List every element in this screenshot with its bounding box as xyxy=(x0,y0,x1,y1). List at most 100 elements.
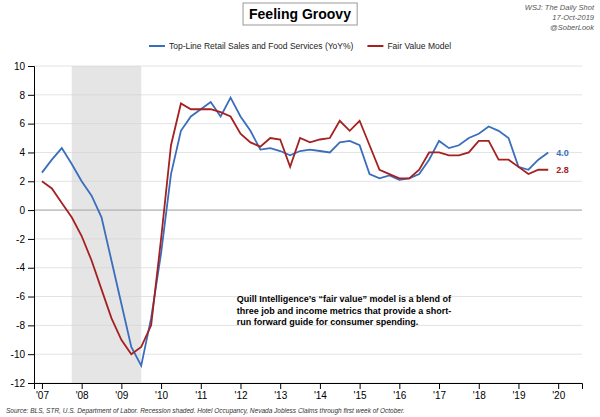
tick-label: 6 xyxy=(19,118,25,129)
tick-label: '19 xyxy=(512,390,525,401)
tick-label: -6 xyxy=(16,291,25,302)
grid xyxy=(34,66,582,383)
y-tick: -10 xyxy=(11,349,34,360)
y-tick: 4 xyxy=(19,147,34,158)
tick-label: 2 xyxy=(19,176,25,187)
x-tick: '08 xyxy=(76,383,89,401)
attribution: WSJ: The Daily Shot xyxy=(525,3,595,12)
y-tick: -12 xyxy=(11,378,34,389)
line-series xyxy=(42,98,548,366)
line-series xyxy=(42,103,548,354)
legend-swatch xyxy=(367,45,383,47)
x-tick: '19 xyxy=(512,383,525,401)
source: Source: BLS, STR, U.S. Department of Lab… xyxy=(6,407,405,415)
x-tick: '15 xyxy=(354,383,367,401)
x-tick: '20 xyxy=(552,383,565,401)
x-tick: '18 xyxy=(473,383,486,401)
zero-line xyxy=(34,210,582,211)
tick-label: '18 xyxy=(473,390,486,401)
tick-label: 8 xyxy=(19,90,25,101)
tick-label: 10 xyxy=(14,61,26,72)
tick-mark xyxy=(240,383,241,389)
tick-mark xyxy=(82,383,83,389)
tick-mark xyxy=(518,383,519,389)
legend-label: Fair Value Model xyxy=(387,41,451,51)
tick-label: '20 xyxy=(552,390,565,401)
tick-label: '15 xyxy=(354,390,367,401)
x-tick: '13 xyxy=(274,383,287,401)
title: Feeling Groovy xyxy=(249,6,351,22)
tick-label: '12 xyxy=(234,390,247,401)
tick-mark xyxy=(280,383,281,389)
tick-label: '14 xyxy=(314,390,327,401)
legend-item: Top-Line Retail Sales and Food Services … xyxy=(149,41,354,51)
plot-area xyxy=(34,66,582,383)
tick-mark xyxy=(42,383,43,389)
tick-mark xyxy=(28,383,34,384)
tick-mark xyxy=(28,325,34,326)
axis-line xyxy=(28,67,35,384)
x-tick: '11 xyxy=(195,383,208,401)
y-tick: 10 xyxy=(14,61,34,72)
grid-line xyxy=(34,210,582,211)
x-axis: '07 '08 '09 '10 '11 '12 '13 '14 '15 '16 '17 '18 '19 '… xyxy=(35,383,583,401)
tick-mark xyxy=(28,239,34,240)
tick-mark xyxy=(28,210,34,211)
legend: Top-Line Retail Sales and Food Services … xyxy=(149,41,451,51)
tick-mark xyxy=(28,152,34,153)
tick-mark xyxy=(28,354,34,355)
tick-label: 4 xyxy=(19,147,25,158)
tick-label: '10 xyxy=(155,390,168,401)
tick-mark xyxy=(121,383,122,389)
tick-label: '16 xyxy=(393,390,406,401)
tick-mark xyxy=(161,383,162,389)
tick-label: '17 xyxy=(433,390,446,401)
x-tick: '07 xyxy=(36,383,49,401)
axis-line xyxy=(35,384,583,390)
y-tick: -6 xyxy=(16,291,34,302)
tick-label: '08 xyxy=(76,390,89,401)
tick-mark xyxy=(558,383,559,389)
y-tick: -8 xyxy=(16,320,34,331)
tick-mark xyxy=(28,297,34,298)
tick-label: -8 xyxy=(16,320,25,331)
recession-band xyxy=(72,66,141,383)
tick-label: -12 xyxy=(11,378,26,389)
legend-item: Fair Value Model xyxy=(367,41,451,51)
attribution: 17-Oct-2019 xyxy=(552,13,595,22)
tick-mark xyxy=(439,383,440,389)
y-tick: -4 xyxy=(16,262,34,273)
tick-label: -2 xyxy=(16,234,25,245)
tick-label: '07 xyxy=(36,390,49,401)
annotation: Quill Intelligence’s “fair value” model … xyxy=(237,294,452,327)
x-tick: '14 xyxy=(314,383,327,401)
tick-mark xyxy=(28,66,34,67)
tick-mark xyxy=(28,124,34,125)
tick-label: -10 xyxy=(11,349,26,360)
y-tick: 8 xyxy=(19,90,34,101)
x-tick: '16 xyxy=(393,383,406,401)
y-axis: -12 -10 -8 -6 -4 -2 0 2 4 6 8 10 xyxy=(11,61,35,389)
x-tick: '12 xyxy=(234,383,247,401)
y-tick: 6 xyxy=(19,118,34,129)
tick-label: 0 xyxy=(19,205,25,216)
title-box xyxy=(243,3,357,25)
tick-mark xyxy=(360,383,361,389)
tick-mark xyxy=(28,181,34,182)
x-tick: '09 xyxy=(115,383,128,401)
tick-mark xyxy=(28,95,34,96)
tick-mark xyxy=(201,383,202,389)
tick-mark xyxy=(399,383,400,389)
attribution: @SoberLook xyxy=(550,23,595,32)
y-tick: -2 xyxy=(16,234,34,245)
chart: '07 '08 '09 '10 '11 '12 '13 '14 '15 '16 '17 '18 '19 '… xyxy=(0,0,600,417)
tick-label: '11 xyxy=(195,390,208,401)
x-tick: '10 xyxy=(155,383,168,401)
x-tick: '17 xyxy=(433,383,446,401)
tick-mark xyxy=(28,268,34,269)
y-tick: 2 xyxy=(19,176,34,187)
tick-label: '13 xyxy=(274,390,287,401)
end-label: 4.0 xyxy=(556,148,569,158)
end-label: 2.8 xyxy=(556,165,569,175)
tick-label: -4 xyxy=(16,262,25,273)
